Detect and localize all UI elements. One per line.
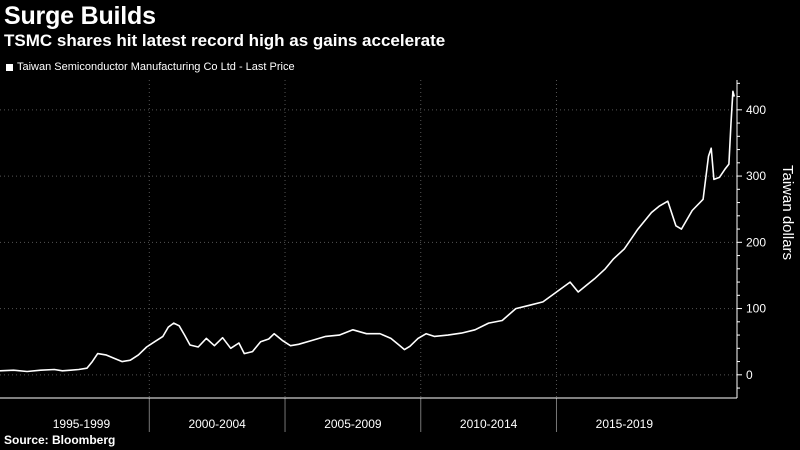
legend: Taiwan Semiconductor Manufacturing Co Lt… bbox=[6, 61, 295, 73]
y-tick-label: 0 bbox=[746, 368, 753, 382]
source-note: Source: Bloomberg bbox=[4, 433, 116, 447]
y-axis-label: Taiwan dollars bbox=[779, 165, 796, 260]
legend-swatch bbox=[6, 63, 13, 71]
y-tick-label: 200 bbox=[746, 235, 766, 249]
y-tick-label: 300 bbox=[746, 169, 766, 183]
legend-label: Taiwan Semiconductor Manufacturing Co Lt… bbox=[17, 61, 295, 73]
x-tick-label: 2000-2004 bbox=[188, 417, 246, 431]
y-tick-label: 400 bbox=[746, 103, 766, 117]
y-tick-label: 100 bbox=[746, 302, 766, 316]
x-tick-label: 2010-2014 bbox=[460, 417, 518, 431]
price-line bbox=[0, 90, 736, 373]
x-tick-label: 2005-2009 bbox=[324, 417, 382, 431]
x-tick-label: 2015-2019 bbox=[596, 417, 654, 431]
chart-title: Surge Builds bbox=[4, 2, 156, 30]
chart-subtitle: TSMC shares hit latest record high as ga… bbox=[4, 31, 446, 50]
x-tick-label: 1995-1999 bbox=[53, 417, 111, 431]
